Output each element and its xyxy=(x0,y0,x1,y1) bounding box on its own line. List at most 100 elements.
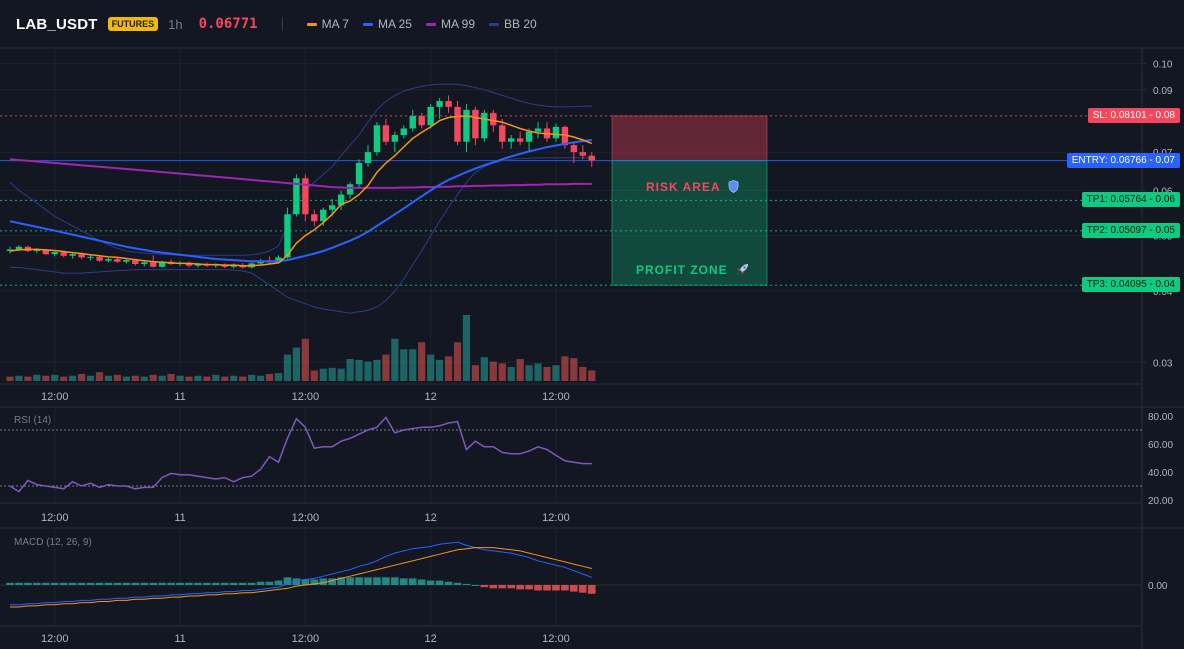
legend-item-bb-20[interactable]: BB 20 xyxy=(489,17,537,31)
volume-bar xyxy=(265,373,274,381)
macd-histogram-bar xyxy=(86,582,95,585)
candle-body xyxy=(579,152,586,156)
macd-histogram-bar xyxy=(471,585,480,586)
volume-bar xyxy=(6,376,14,381)
candle-body xyxy=(552,126,560,139)
volume-bar xyxy=(588,370,596,381)
macd-histogram-bar xyxy=(274,580,283,585)
level-tag-tp1[interactable]: TP1: 0.05764 - 0.06 xyxy=(1081,192,1180,208)
volume-bar xyxy=(78,373,86,381)
futures-badge: FUTURES xyxy=(107,17,159,31)
macd-histogram-bar xyxy=(194,582,202,585)
candle-body xyxy=(534,128,542,132)
macd-histogram-bar xyxy=(543,585,551,591)
volume-bar xyxy=(95,372,104,381)
volume-bar xyxy=(248,374,256,381)
symbol-name[interactable]: LAB_USDT xyxy=(16,15,98,33)
volume-bar xyxy=(561,356,569,381)
macd-histogram-bar xyxy=(95,582,104,585)
macd-histogram-bar xyxy=(346,577,354,585)
level-tag-entry[interactable]: ENTRY: 0.06766 - 0.07 xyxy=(1066,152,1180,168)
volume-bar xyxy=(113,374,121,381)
macd-histogram-bar xyxy=(310,579,319,585)
candle-body xyxy=(69,254,76,256)
level-tag-separator: - xyxy=(1146,194,1156,206)
legend-item-ma-7[interactable]: MA 7 xyxy=(306,17,349,31)
volume-bar xyxy=(167,373,175,381)
legend-swatch xyxy=(306,22,317,26)
volume-bar xyxy=(507,366,515,381)
volume-bar xyxy=(498,363,506,381)
macd-histogram-bar xyxy=(570,585,578,592)
candle-body xyxy=(132,260,139,265)
macd-histogram-bar xyxy=(68,582,77,585)
level-tag-label: TP1: 0.05764 xyxy=(1086,194,1147,206)
volume-bar xyxy=(436,359,444,381)
candle-body xyxy=(400,128,407,136)
legend-swatch xyxy=(489,22,500,26)
volume-bar xyxy=(471,365,479,381)
macd-signal-line xyxy=(10,547,592,608)
profit-zone-label: PROFIT ZONE xyxy=(636,263,749,279)
volume-bar xyxy=(543,366,551,381)
level-tag-separator: - xyxy=(1146,279,1156,291)
candle-body xyxy=(409,115,416,129)
macd-histogram-bar xyxy=(587,585,596,594)
candle-body xyxy=(87,256,94,258)
volume-bar xyxy=(221,376,229,381)
candle-body xyxy=(194,264,202,266)
legend-label: MA 7 xyxy=(321,17,349,31)
volume-bar xyxy=(355,359,363,381)
profit-zone xyxy=(611,160,768,286)
candle-body xyxy=(499,125,506,142)
legend-item-ma-25[interactable]: MA 25 xyxy=(362,17,412,31)
volume-bar xyxy=(86,375,95,381)
candle-body xyxy=(570,145,578,153)
level-tag-separator: - xyxy=(1146,109,1156,121)
price-axis-label: 0.09 xyxy=(1153,86,1173,97)
legend-label: MA 99 xyxy=(440,17,476,31)
level-tag-sl[interactable]: SL: 0.08101 - 0.08 xyxy=(1087,107,1180,123)
candle-body xyxy=(105,259,112,261)
bb-upper-line xyxy=(9,83,592,256)
macd-histogram-bar xyxy=(552,585,560,591)
level-tag-axis-value: 0.06 xyxy=(1155,194,1175,206)
time-axis-label: 11 xyxy=(174,512,185,524)
candle-body xyxy=(15,246,23,250)
level-tag-tp3[interactable]: TP3: 0.04095 - 0.04 xyxy=(1081,277,1180,293)
macd-histogram-bar xyxy=(122,582,131,585)
candle-body xyxy=(364,152,372,164)
macd-histogram-bar xyxy=(561,585,569,591)
macd-title[interactable]: MACD (12, 26, 9) xyxy=(14,537,92,548)
volume-bar xyxy=(176,375,184,381)
volume-bar xyxy=(60,376,68,381)
volume-bar xyxy=(462,315,471,381)
volume-bar xyxy=(158,375,166,381)
candle-body xyxy=(436,101,443,107)
candle-body xyxy=(391,135,399,142)
profit-zone-text: PROFIT ZONE xyxy=(636,263,728,277)
time-axis-label: 12:00 xyxy=(542,391,570,403)
macd-histogram-bar xyxy=(6,582,14,585)
legend-swatch xyxy=(425,22,436,26)
level-tag-axis-value: 0.04 xyxy=(1155,279,1175,291)
ma25-line xyxy=(9,139,592,263)
chart-header: LAB_USDT FUTURES 1h 0.06771 MA 7 MA 25 MA … xyxy=(0,0,1184,48)
level-tag-tp2[interactable]: TP2: 0.05097 - 0.05 xyxy=(1081,222,1180,238)
volume-bar xyxy=(310,370,318,381)
rsi-axis-label: 20.00 xyxy=(1148,496,1173,507)
volume-bar xyxy=(51,374,59,381)
rsi-title[interactable]: RSI (14) xyxy=(14,415,52,426)
volume-bar xyxy=(149,374,157,381)
timeframe-selector[interactable]: 1h xyxy=(168,16,183,32)
level-tag-label: SL: 0.08101 xyxy=(1092,109,1147,121)
time-axis-label: 12 xyxy=(425,633,437,645)
volume-bar xyxy=(122,376,130,381)
legend-item-ma-99[interactable]: MA 99 xyxy=(425,17,476,31)
macd-histogram-bar xyxy=(507,585,515,589)
time-axis-label: 12:00 xyxy=(41,391,69,403)
macd-histogram-bar xyxy=(167,582,175,585)
macd-histogram-bar xyxy=(364,577,372,585)
macd-histogram-bar xyxy=(355,577,363,585)
